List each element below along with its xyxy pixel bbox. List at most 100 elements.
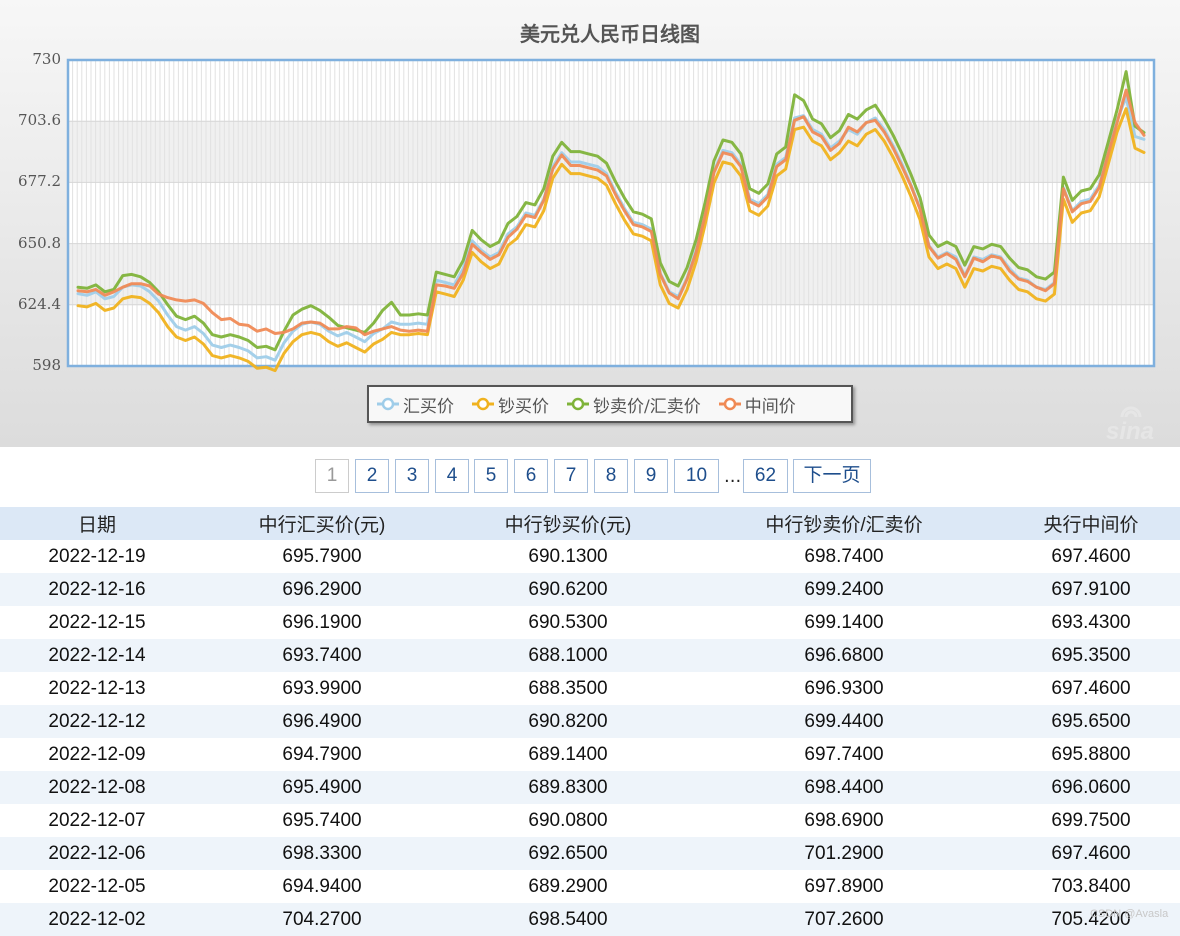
cell-value: 698.4400 [686, 771, 1002, 804]
table-row: 2022-12-08 695.4900 689.8300 698.4400 696.06… [0, 771, 1180, 804]
page-button-last[interactable]: 62 [743, 459, 788, 493]
page-button-7[interactable]: 7 [554, 459, 588, 493]
cell-value: 693.9900 [194, 672, 450, 705]
column-header-zhong-jian: 央行中间价 [1002, 507, 1180, 540]
chart-legend: 汇买价 钞买价 钞卖价/汇卖价 中间价 [367, 385, 853, 423]
cell-value: 689.1400 [450, 738, 686, 771]
exchange-rate-table: 日期 中行汇买价(元) 中行钞买价(元) 中行钞卖价/汇卖价 央行中间价 202… [0, 507, 1180, 936]
table-row: 2022-12-09 694.7900 689.1400 697.7400 695.88… [0, 738, 1180, 771]
y-tick-label: 598 [32, 356, 61, 374]
pagination: 1 2 3 4 5 6 7 8 9 10 ... 62 下一页 [0, 459, 1180, 495]
cell-value: 695.7900 [194, 540, 450, 573]
page-button-1[interactable]: 1 [315, 459, 349, 493]
page-button-9[interactable]: 9 [634, 459, 668, 493]
watermark: CSDN @Avasla [1090, 908, 1169, 920]
cell-value: 699.7500 [1002, 804, 1180, 837]
cell-date: 2022-12-02 [0, 903, 194, 936]
page-button-6[interactable]: 6 [514, 459, 548, 493]
page-ellipsis: ... [724, 466, 742, 487]
cell-value: 698.6900 [686, 804, 1002, 837]
cell-value: 695.7400 [194, 804, 450, 837]
cell-value: 690.0800 [450, 804, 686, 837]
cell-value: 698.7400 [686, 540, 1002, 573]
legend-marker [377, 397, 399, 411]
cell-date: 2022-12-16 [0, 573, 194, 606]
next-page-button[interactable]: 下一页 [793, 459, 871, 493]
cell-date: 2022-12-19 [0, 540, 194, 573]
y-tick-label: 730 [32, 50, 61, 68]
page-button-4[interactable]: 4 [435, 459, 469, 493]
cell-value: 695.3500 [1002, 639, 1180, 672]
cell-value: 696.1900 [194, 606, 450, 639]
legend-item-chao-mai[interactable]: 钞买价 [472, 392, 549, 417]
line-chart [66, 58, 1156, 373]
cell-value: 693.7400 [194, 639, 450, 672]
cell-value: 696.2900 [194, 573, 450, 606]
cell-date: 2022-12-07 [0, 804, 194, 837]
legend-label: 钞卖价/汇卖价 [593, 396, 701, 417]
legend-label: 钞买价 [498, 396, 549, 417]
y-tick-label: 650.8 [18, 233, 61, 252]
cell-date: 2022-12-05 [0, 870, 194, 903]
cell-date: 2022-12-14 [0, 639, 194, 672]
cell-value: 694.7900 [194, 738, 450, 771]
cell-value: 697.4600 [1002, 672, 1180, 705]
legend-item-hui-mai[interactable]: 汇买价 [377, 392, 454, 417]
cell-value: 698.3300 [194, 837, 450, 870]
legend-marker [472, 397, 494, 411]
legend-marker [718, 397, 741, 411]
cell-value: 704.2700 [194, 903, 450, 936]
legend-item-zhong-jian[interactable]: 中间价 [718, 392, 796, 417]
cell-value: 690.1300 [450, 540, 686, 573]
table-row: 2022-12-14 693.7400 688.1000 696.6800 695.35… [0, 639, 1180, 672]
table-row: 2022-12-07 695.7400 690.0800 698.6900 699.75… [0, 804, 1180, 837]
cell-value: 690.6200 [450, 573, 686, 606]
table-row: 2022-12-06 698.3300 692.6500 701.2900 697.46… [0, 837, 1180, 870]
cell-value: 692.6500 [450, 837, 686, 870]
table-row: 2022-12-13 693.9900 688.3500 696.9300 697.46… [0, 672, 1180, 705]
column-header-mai-chu: 中行钞卖价/汇卖价 [686, 507, 1002, 540]
page-button-8[interactable]: 8 [594, 459, 628, 493]
cell-date: 2022-12-08 [0, 771, 194, 804]
page-button-10[interactable]: 10 [674, 459, 719, 493]
cell-value: 697.7400 [686, 738, 1002, 771]
cell-value: 696.4900 [194, 705, 450, 738]
table-row: 2022-12-15 696.1900 690.5300 699.1400 693.43… [0, 606, 1180, 639]
cell-value: 707.2600 [686, 903, 1002, 936]
column-header-hui-mai: 中行汇买价(元) [194, 507, 450, 540]
series-line-1 [76, 107, 1146, 373]
legend-label: 中间价 [744, 396, 796, 417]
legend-label: 汇买价 [403, 396, 454, 417]
cell-value: 697.9100 [1002, 573, 1180, 606]
column-header-date: 日期 [0, 507, 194, 540]
table-row: 2022-12-16 696.2900 690.6200 699.2400 697.91… [0, 573, 1180, 606]
cell-value: 697.8900 [686, 870, 1002, 903]
legend-item-mai-chu[interactable]: 钞卖价/汇卖价 [567, 392, 701, 417]
cell-value: 690.8200 [450, 705, 686, 738]
cell-value: 696.0600 [1002, 771, 1180, 804]
page-button-3[interactable]: 3 [395, 459, 429, 493]
cell-value: 699.1400 [686, 606, 1002, 639]
cell-value: 697.4600 [1002, 837, 1180, 870]
column-header-chao-mai: 中行钞买价(元) [450, 507, 686, 540]
cell-value: 695.4900 [194, 771, 450, 804]
cell-value: 694.9400 [194, 870, 450, 903]
cell-value: 696.6800 [686, 639, 1002, 672]
cell-value: 701.2900 [686, 837, 1002, 870]
table-header-row: 日期 中行汇买价(元) 中行钞买价(元) 中行钞卖价/汇卖价 央行中间价 [0, 507, 1180, 540]
cell-date: 2022-12-06 [0, 837, 194, 870]
y-tick-label: 624.4 [18, 294, 61, 313]
cell-value: 699.2400 [686, 573, 1002, 606]
table-row: 2022-12-12 696.4900 690.8200 699.4400 695.65… [0, 705, 1180, 738]
table-row: 2022-12-05 694.9400 689.2900 697.8900 703.84… [0, 870, 1180, 903]
y-tick-label: 703.6 [18, 111, 61, 130]
cell-date: 2022-12-09 [0, 738, 194, 771]
plot-border [66, 58, 1156, 368]
cell-date: 2022-12-13 [0, 672, 194, 705]
cell-value: 690.5300 [450, 606, 686, 639]
cell-value: 703.8400 [1002, 870, 1180, 903]
cell-value: 699.4400 [686, 705, 1002, 738]
page-button-2[interactable]: 2 [355, 459, 389, 493]
cell-value: 696.9300 [686, 672, 1002, 705]
page-button-5[interactable]: 5 [474, 459, 508, 493]
